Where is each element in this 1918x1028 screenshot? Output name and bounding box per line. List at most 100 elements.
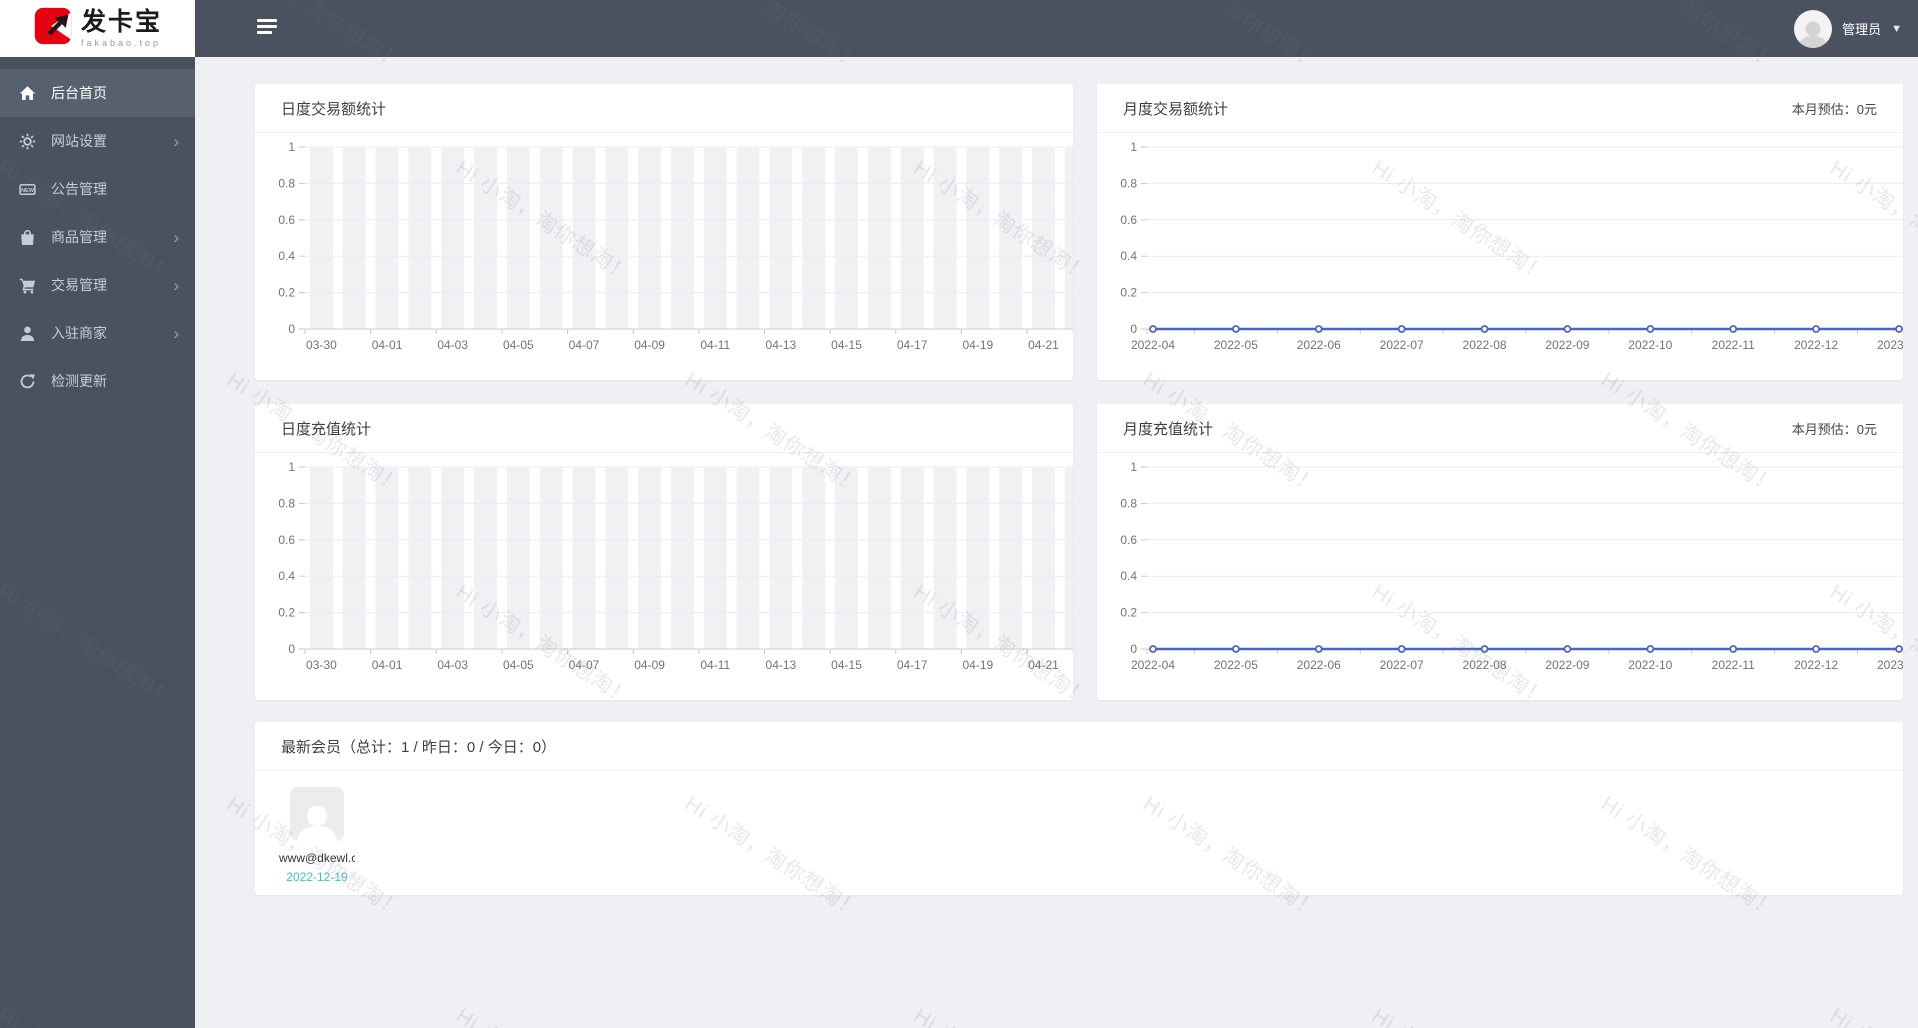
watermark-text: Hi 小淘，淘你想淘！ bbox=[1825, 1000, 1918, 1028]
svg-text:2022-06: 2022-06 bbox=[1297, 658, 1341, 672]
announcement-icon: NEW bbox=[19, 181, 36, 198]
merchant-icon bbox=[19, 325, 36, 342]
svg-text:2023-01: 2023-01 bbox=[1877, 338, 1903, 352]
svg-text:04-01: 04-01 bbox=[372, 338, 403, 352]
bag-icon bbox=[19, 229, 36, 246]
svg-text:2023-01: 2023-01 bbox=[1877, 658, 1903, 672]
sidebar: 发卡宝 fakabao.top 后台首页 网站设置 › NEW 公告管理 商品管理 › 交易管… bbox=[0, 0, 195, 1028]
svg-text:0.8: 0.8 bbox=[278, 176, 295, 190]
sidebar-item-merchants[interactable]: 入驻商家 › bbox=[0, 309, 195, 357]
svg-text:04-21: 04-21 bbox=[1028, 338, 1059, 352]
panel-monthly-recharge: 月度充值统计 本月预估：0元 0 0.2 0.4 0.6 0.8 1 2022-04 2022… bbox=[1097, 404, 1903, 700]
watermark-text: Hi 小淘，淘你想淘！ bbox=[451, 1000, 639, 1028]
chevron-right-icon: › bbox=[173, 323, 179, 343]
panel-latest-members: 最新会员（总计：1 / 昨日：0 / 今日：0） www@dkewl.com 2… bbox=[255, 722, 1903, 895]
member-item[interactable]: www@dkewl.com 2022-12-19 bbox=[279, 787, 355, 884]
monthly-transaction-chart: 0 0.2 0.4 0.6 0.8 1 2022-04 2022-05 2022-06 2022-… bbox=[1097, 133, 1903, 380]
chevron-right-icon: › bbox=[173, 275, 179, 295]
svg-text:2022-08: 2022-08 bbox=[1463, 658, 1507, 672]
sidebar-menu: 后台首页 网站设置 › NEW 公告管理 商品管理 › 交易管理 › 入驻商家 › 检测更新 bbox=[0, 57, 195, 405]
panel-daily-transactions: 日度交易额统计 0 0.2 0.4 0.6 0.8 1 03-30 04-01 04-03 04-… bbox=[255, 84, 1073, 380]
sidebar-item-check-update[interactable]: 检测更新 bbox=[0, 357, 195, 405]
daily-transaction-chart: 0 0.2 0.4 0.6 0.8 1 03-30 04-01 04-03 04-05 04-07 0… bbox=[255, 133, 1073, 380]
sidebar-item-label: 交易管理 bbox=[51, 277, 107, 293]
svg-text:2022-10: 2022-10 bbox=[1628, 338, 1672, 352]
topbar: 管理员 ▼ bbox=[195, 0, 1918, 57]
svg-text:0.2: 0.2 bbox=[278, 286, 295, 300]
refresh-icon bbox=[19, 373, 36, 390]
svg-text:2022-05: 2022-05 bbox=[1214, 338, 1258, 352]
svg-text:0.8: 0.8 bbox=[278, 496, 295, 510]
daily-recharge-chart: 0 0.2 0.4 0.6 0.8 1 03-30 04-01 04-03 04-05 04-07 0… bbox=[255, 453, 1073, 700]
sidebar-item-label: 网站设置 bbox=[51, 133, 107, 149]
svg-text:03-30: 03-30 bbox=[306, 338, 337, 352]
svg-text:NEW: NEW bbox=[21, 187, 35, 193]
svg-text:2022-07: 2022-07 bbox=[1380, 338, 1424, 352]
svg-text:0.4: 0.4 bbox=[1120, 569, 1137, 583]
svg-text:04-03: 04-03 bbox=[437, 338, 468, 352]
svg-text:2022-10: 2022-10 bbox=[1628, 658, 1672, 672]
sidebar-toggle-button[interactable] bbox=[257, 19, 277, 34]
svg-text:1: 1 bbox=[288, 140, 295, 154]
svg-text:04-15: 04-15 bbox=[831, 658, 862, 672]
user-menu[interactable]: 管理员 ▼ bbox=[1794, 0, 1902, 57]
sidebar-item-trades[interactable]: 交易管理 › bbox=[0, 261, 195, 309]
svg-text:2022-04: 2022-04 bbox=[1131, 338, 1175, 352]
member-avatar bbox=[290, 787, 344, 841]
svg-text:0.6: 0.6 bbox=[1120, 533, 1137, 547]
svg-text:2022-11: 2022-11 bbox=[1712, 658, 1755, 672]
chevron-down-icon: ▼ bbox=[1891, 22, 1902, 35]
sidebar-item-site-settings[interactable]: 网站设置 › bbox=[0, 117, 195, 165]
member-register-date: 2022-12-19 bbox=[286, 870, 348, 884]
home-icon bbox=[19, 85, 36, 102]
svg-text:2022-12: 2022-12 bbox=[1794, 338, 1838, 352]
svg-text:2022-04: 2022-04 bbox=[1131, 658, 1175, 672]
svg-text:03-30: 03-30 bbox=[306, 658, 337, 672]
member-email: www@dkewl.com bbox=[279, 851, 355, 865]
svg-text:2022-11: 2022-11 bbox=[1712, 338, 1755, 352]
sidebar-item-products[interactable]: 商品管理 › bbox=[0, 213, 195, 261]
logo-title: 发卡宝 bbox=[80, 7, 162, 36]
sidebar-item-label: 入驻商家 bbox=[51, 325, 107, 341]
svg-text:0: 0 bbox=[1130, 322, 1137, 336]
svg-text:04-17: 04-17 bbox=[897, 338, 928, 352]
svg-text:0: 0 bbox=[288, 642, 295, 656]
svg-text:04-07: 04-07 bbox=[569, 658, 600, 672]
sidebar-item-label: 公告管理 bbox=[51, 181, 107, 197]
svg-text:04-13: 04-13 bbox=[766, 658, 797, 672]
svg-text:1: 1 bbox=[288, 460, 295, 474]
svg-text:0.4: 0.4 bbox=[278, 569, 295, 583]
panel-monthly-transactions: 月度交易额统计 本月预估：0元 0 0.2 0.4 0.6 0.8 1 2022-04 202… bbox=[1097, 84, 1903, 380]
svg-text:04-05: 04-05 bbox=[503, 338, 534, 352]
panel-daily-recharge: 日度充值统计 0 0.2 0.4 0.6 0.8 1 03-30 04-01 04-03 04-0… bbox=[255, 404, 1073, 700]
svg-text:04-11: 04-11 bbox=[700, 658, 730, 672]
cart-icon bbox=[19, 277, 36, 294]
month-estimate-label: 本月预估：0元 bbox=[1791, 421, 1877, 437]
logo[interactable]: 发卡宝 fakabao.top bbox=[0, 0, 195, 57]
svg-text:0.6: 0.6 bbox=[1120, 213, 1137, 227]
logo-subtitle: fakabao.top bbox=[80, 37, 162, 48]
panel-title: 月度交易额统计 bbox=[1123, 100, 1229, 118]
watermark-text: Hi 小淘，淘你想淘！ bbox=[1367, 1000, 1555, 1028]
panel-title: 最新会员（总计：1 / 昨日：0 / 今日：0） bbox=[281, 738, 557, 756]
svg-text:0: 0 bbox=[288, 322, 295, 336]
svg-text:04-01: 04-01 bbox=[372, 658, 403, 672]
panel-title: 日度交易额统计 bbox=[281, 100, 387, 118]
svg-text:04-15: 04-15 bbox=[831, 338, 862, 352]
svg-text:0.4: 0.4 bbox=[1120, 249, 1137, 263]
svg-text:2022-07: 2022-07 bbox=[1380, 658, 1424, 672]
monthly-recharge-chart: 0 0.2 0.4 0.6 0.8 1 2022-04 2022-05 2022-06 2022-… bbox=[1097, 453, 1903, 700]
svg-text:0.6: 0.6 bbox=[278, 213, 295, 227]
svg-text:04-19: 04-19 bbox=[962, 658, 993, 672]
sidebar-item-home[interactable]: 后台首页 bbox=[0, 69, 195, 117]
svg-text:0.8: 0.8 bbox=[1120, 496, 1137, 510]
svg-text:04-05: 04-05 bbox=[503, 658, 534, 672]
svg-text:04-17: 04-17 bbox=[897, 658, 928, 672]
sidebar-item-announcements[interactable]: NEW 公告管理 bbox=[0, 165, 195, 213]
svg-text:04-21: 04-21 bbox=[1028, 658, 1059, 672]
panel-title: 日度充值统计 bbox=[281, 420, 372, 438]
panel-title: 月度充值统计 bbox=[1123, 420, 1214, 438]
svg-text:0.6: 0.6 bbox=[278, 533, 295, 547]
svg-text:2022-05: 2022-05 bbox=[1214, 658, 1258, 672]
svg-text:2022-09: 2022-09 bbox=[1545, 338, 1589, 352]
